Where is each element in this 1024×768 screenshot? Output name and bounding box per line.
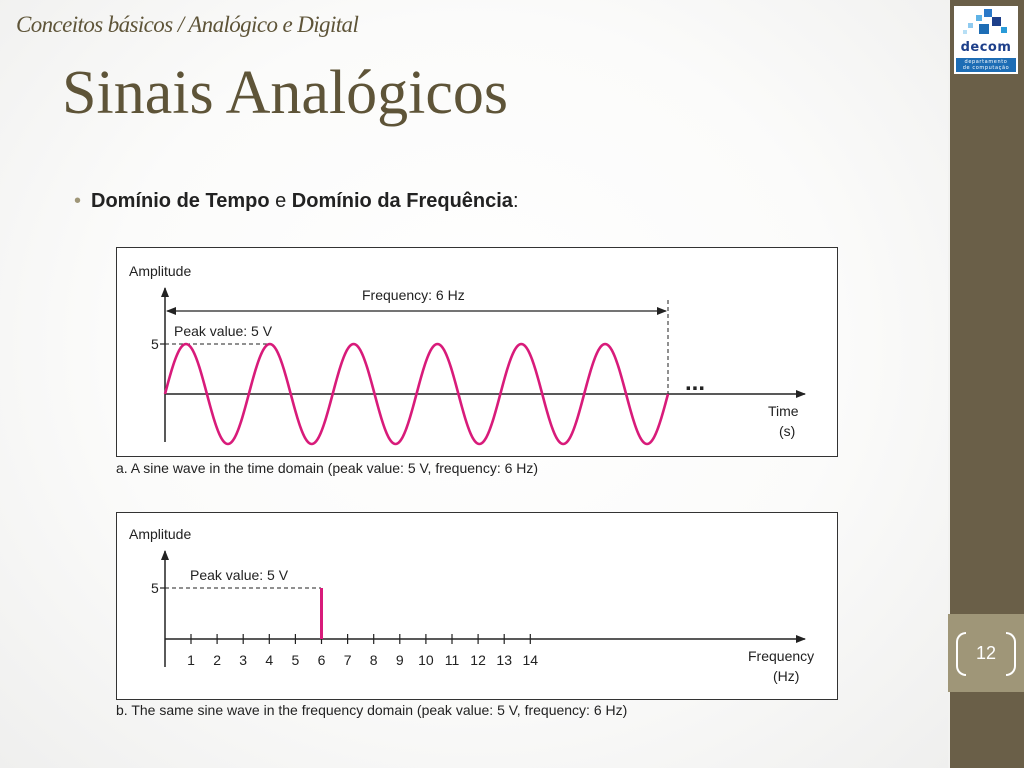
decom-logo: decom departamento de computação (954, 6, 1018, 74)
fb-x-tick-label: 6 (318, 652, 326, 668)
fb-x-tick-label: 12 (470, 652, 486, 668)
fb-x-tick-label: 1 (187, 652, 195, 668)
bullet-dot-icon: • (74, 190, 82, 212)
page-title: Sinais Analógicos (62, 59, 509, 127)
frequency-domain-chart: Amplitude 5 Peak value: 5 V 1 2 3 4 5 6 7 8 9 10 1… (116, 512, 838, 700)
sidebar-edge (948, 0, 950, 768)
ta-sine-wave (163, 342, 670, 446)
fb-x-tick-label: 10 (418, 652, 434, 668)
bullet-item: • Domínio de Tempo e Domínio da Frequênci… (74, 190, 519, 213)
fb-x-tick-label: 4 (265, 652, 273, 668)
ta-y-tick-label: 5 (151, 336, 159, 352)
left-bracket (956, 632, 966, 676)
bullet-term-frequency: Domínio da Frequência (291, 190, 513, 212)
fb-x-tick-label: 13 (496, 652, 512, 668)
logo-subtitle: departamento de computação (956, 58, 1016, 72)
time-domain-caption: a. A sine wave in the time domain (peak … (116, 460, 539, 476)
fb-peak-label: Peak value: 5 V (190, 567, 289, 583)
ta-frequency-label: Frequency: 6 Hz (362, 287, 465, 303)
fb-x-tick-label: 11 (445, 652, 460, 668)
bullet-colon: : (512, 190, 519, 212)
fb-x-tick-label: 8 (370, 652, 378, 668)
fb-x-tick-label: 9 (396, 652, 404, 668)
frequency-domain-caption: b. The same sine wave in the frequency d… (116, 702, 628, 718)
fb-x-tick-label: 14 (523, 652, 539, 668)
breadcrumb: Conceitos básicos / Analógico e Digital (16, 12, 359, 37)
ta-xlabel: Time (768, 403, 799, 419)
ta-ylabel: Amplitude (129, 263, 191, 279)
frequency-domain-svg: Amplitude 5 Peak value: 5 V 1 2 3 4 5 6 7 8 9 10 1… (129, 526, 814, 684)
fb-ylabel: Amplitude (129, 526, 191, 542)
fb-y-tick-label: 5 (151, 580, 159, 596)
ta-ellipsis: ... (685, 369, 705, 396)
time-domain-svg: Amplitude 5 Peak value: 5 V Frequency: 6… (129, 263, 806, 446)
fb-x-tick-label: 3 (239, 652, 247, 668)
fb-x-tick-label: 7 (344, 652, 352, 668)
page-number-panel: 12 (948, 614, 1024, 692)
bullet-connector: e (275, 190, 287, 212)
fb-x-tick-label: 2 (213, 652, 221, 668)
logo-name: decom (960, 40, 1012, 55)
page-number: 12 (975, 643, 997, 663)
ta-xlabel-unit: (s) (779, 423, 795, 439)
time-domain-chart: Amplitude 5 Peak value: 5 V Frequency: 6… (116, 247, 838, 457)
fb-xlabel: Frequency (748, 648, 814, 664)
fb-x-tick-label: 5 (292, 652, 300, 668)
bullet-term-time: Domínio de Tempo (91, 190, 270, 212)
ta-peak-label: Peak value: 5 V (174, 323, 273, 339)
fb-xlabel-unit: (Hz) (773, 668, 799, 684)
